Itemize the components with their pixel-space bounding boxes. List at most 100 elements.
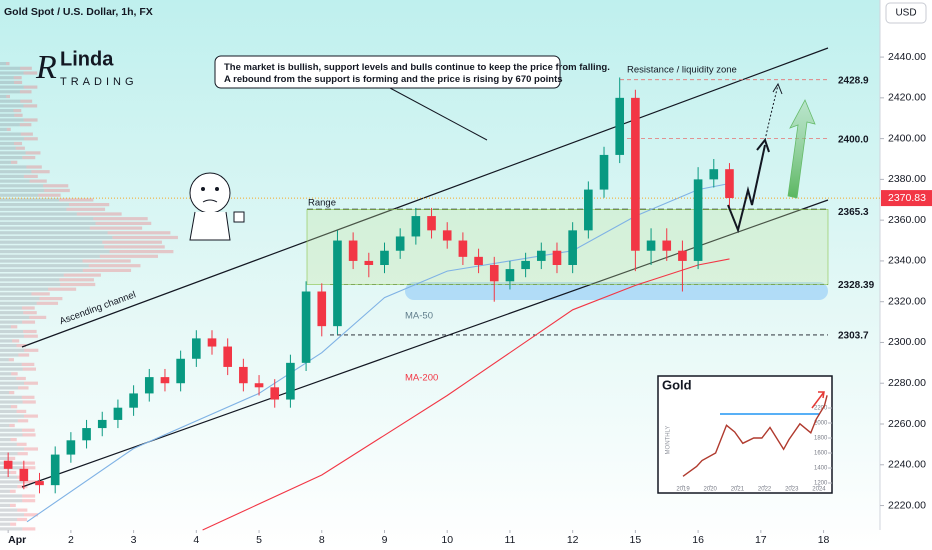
volume-profile-bar — [23, 414, 38, 418]
level-label: 2400.0 — [838, 134, 869, 145]
level-label: 2365.3 — [838, 207, 869, 218]
volume-profile-bar — [19, 90, 32, 94]
plot: 2428.9 2400.0 2365.3 2328.39 2303.7 MA-50 MA-2… — [0, 51, 932, 546]
volume-profile-bar — [102, 240, 162, 244]
volume-profile-bar — [0, 395, 22, 399]
volume-profile-bar — [9, 391, 15, 395]
volume-profile-bar — [59, 278, 94, 282]
volume-profile-bar — [13, 80, 23, 84]
x-tick-label: 17 — [755, 534, 767, 546]
volume-profile-bar — [0, 386, 19, 390]
inset-y-tick-label: 1200 — [814, 481, 828, 487]
price-tag-label: 2370.83 — [888, 192, 926, 204]
volume-profile-bar — [0, 76, 14, 80]
y-tick-label: 2380.00 — [888, 173, 926, 185]
inset-x-tick-label: 2020 — [704, 487, 718, 493]
cartoon — [189, 172, 245, 241]
x-tick-label: 4 — [193, 534, 199, 546]
volume-profile-bar — [0, 268, 83, 272]
y-tick-label: 2420.00 — [888, 92, 926, 104]
volume-profile-bar — [0, 141, 14, 146]
volume-profile-bar — [0, 494, 23, 498]
volume-profile-bar — [0, 334, 24, 338]
volume-profile-bar — [0, 489, 10, 493]
volume-profile-bar — [22, 156, 36, 160]
range-label: Range — [308, 198, 336, 209]
volume-profile-bar — [0, 325, 11, 329]
logo-name: Linda — [60, 48, 114, 70]
inset-line — [682, 395, 828, 477]
volume-profile-bar — [0, 231, 108, 235]
volume-profile-bar — [10, 470, 17, 475]
volume-profile-bar — [0, 170, 32, 174]
volume-profile-bar — [17, 452, 28, 456]
x-tick-label: 16 — [692, 534, 704, 546]
volume-profile-bar — [39, 297, 63, 301]
volume-profile-bar — [76, 212, 122, 216]
volume-profile-bar — [22, 494, 36, 498]
inset-y-tick-label: 1800 — [814, 436, 828, 442]
inset-x-tick-label: 2023 — [785, 487, 799, 493]
candle-body — [725, 169, 734, 199]
note-line: A rebound from the support is forming an… — [224, 74, 563, 85]
inset-title: Gold — [662, 377, 692, 392]
candle-body — [380, 250, 389, 265]
y-tick-label: 2320.00 — [888, 295, 926, 307]
volume-profile-bar — [23, 174, 38, 178]
volume-profile-bar — [10, 160, 18, 164]
level-label: 2303.7 — [838, 331, 869, 342]
level-label: 2328.39 — [838, 280, 875, 291]
candle-body — [364, 260, 374, 265]
candle-body — [97, 419, 107, 429]
volume-profile-bar — [0, 433, 23, 437]
volume-profile-bar — [58, 198, 94, 202]
volume-profile-bar — [24, 348, 39, 352]
volume-profile-bar — [22, 466, 36, 470]
volume-profile-bar — [23, 381, 38, 385]
volume-profile-bar — [0, 184, 44, 188]
volume-profile-bar — [0, 442, 17, 446]
volume-profile-bar — [38, 193, 61, 197]
volume-profile-bar — [25, 151, 41, 155]
volume-profile-bar — [29, 179, 47, 183]
candle-body — [113, 407, 123, 420]
volume-profile-bar — [13, 109, 22, 113]
projection-dotted-head — [772, 82, 783, 95]
inset-y-tick-label: 1600 — [814, 451, 828, 457]
volume-profile-bar — [0, 146, 16, 150]
volume-profile-bar — [0, 123, 20, 127]
inset-ylabel: MONTHLY — [666, 426, 672, 455]
volume-profile-bar — [16, 344, 27, 348]
volume-profile-bar — [0, 85, 24, 89]
candle-body — [317, 291, 327, 327]
candle-body — [19, 468, 29, 482]
volume-profile-bar — [82, 268, 132, 272]
volume-profile-bar — [0, 99, 21, 103]
bullish-arrow — [787, 99, 816, 199]
volume-profile-bar — [82, 259, 131, 263]
x-tick-label: 2 — [68, 534, 74, 546]
x-tick-label: 15 — [630, 534, 642, 546]
y-tick-label: 2400.00 — [888, 132, 926, 144]
candle-body — [474, 256, 483, 265]
volume-profile-bar — [0, 259, 83, 263]
volume-profile-bar — [21, 395, 35, 399]
volume-profile-bar — [95, 221, 152, 225]
y-tick-label: 2280.00 — [888, 377, 926, 389]
volume-profile-bar — [23, 447, 38, 451]
volume-profile-bar — [0, 160, 11, 164]
volume-profile-bar — [0, 447, 24, 451]
volume-profile-bar — [0, 372, 12, 376]
projection-dotted — [764, 84, 779, 141]
volume-profile-bar — [0, 193, 39, 197]
volume-profile-bar — [0, 217, 94, 221]
inset-x-tick-label: 2021 — [731, 487, 745, 493]
candle-body — [286, 362, 295, 400]
y-tick-label: 2260.00 — [888, 418, 926, 430]
y-tick-label: 2360.00 — [888, 214, 926, 226]
x-tick-label: Apr — [8, 534, 26, 546]
volume-profile-bar — [0, 113, 15, 117]
volume-profile-bar — [0, 287, 49, 291]
candle-body — [66, 440, 76, 455]
volume-profile-bar — [9, 456, 16, 460]
